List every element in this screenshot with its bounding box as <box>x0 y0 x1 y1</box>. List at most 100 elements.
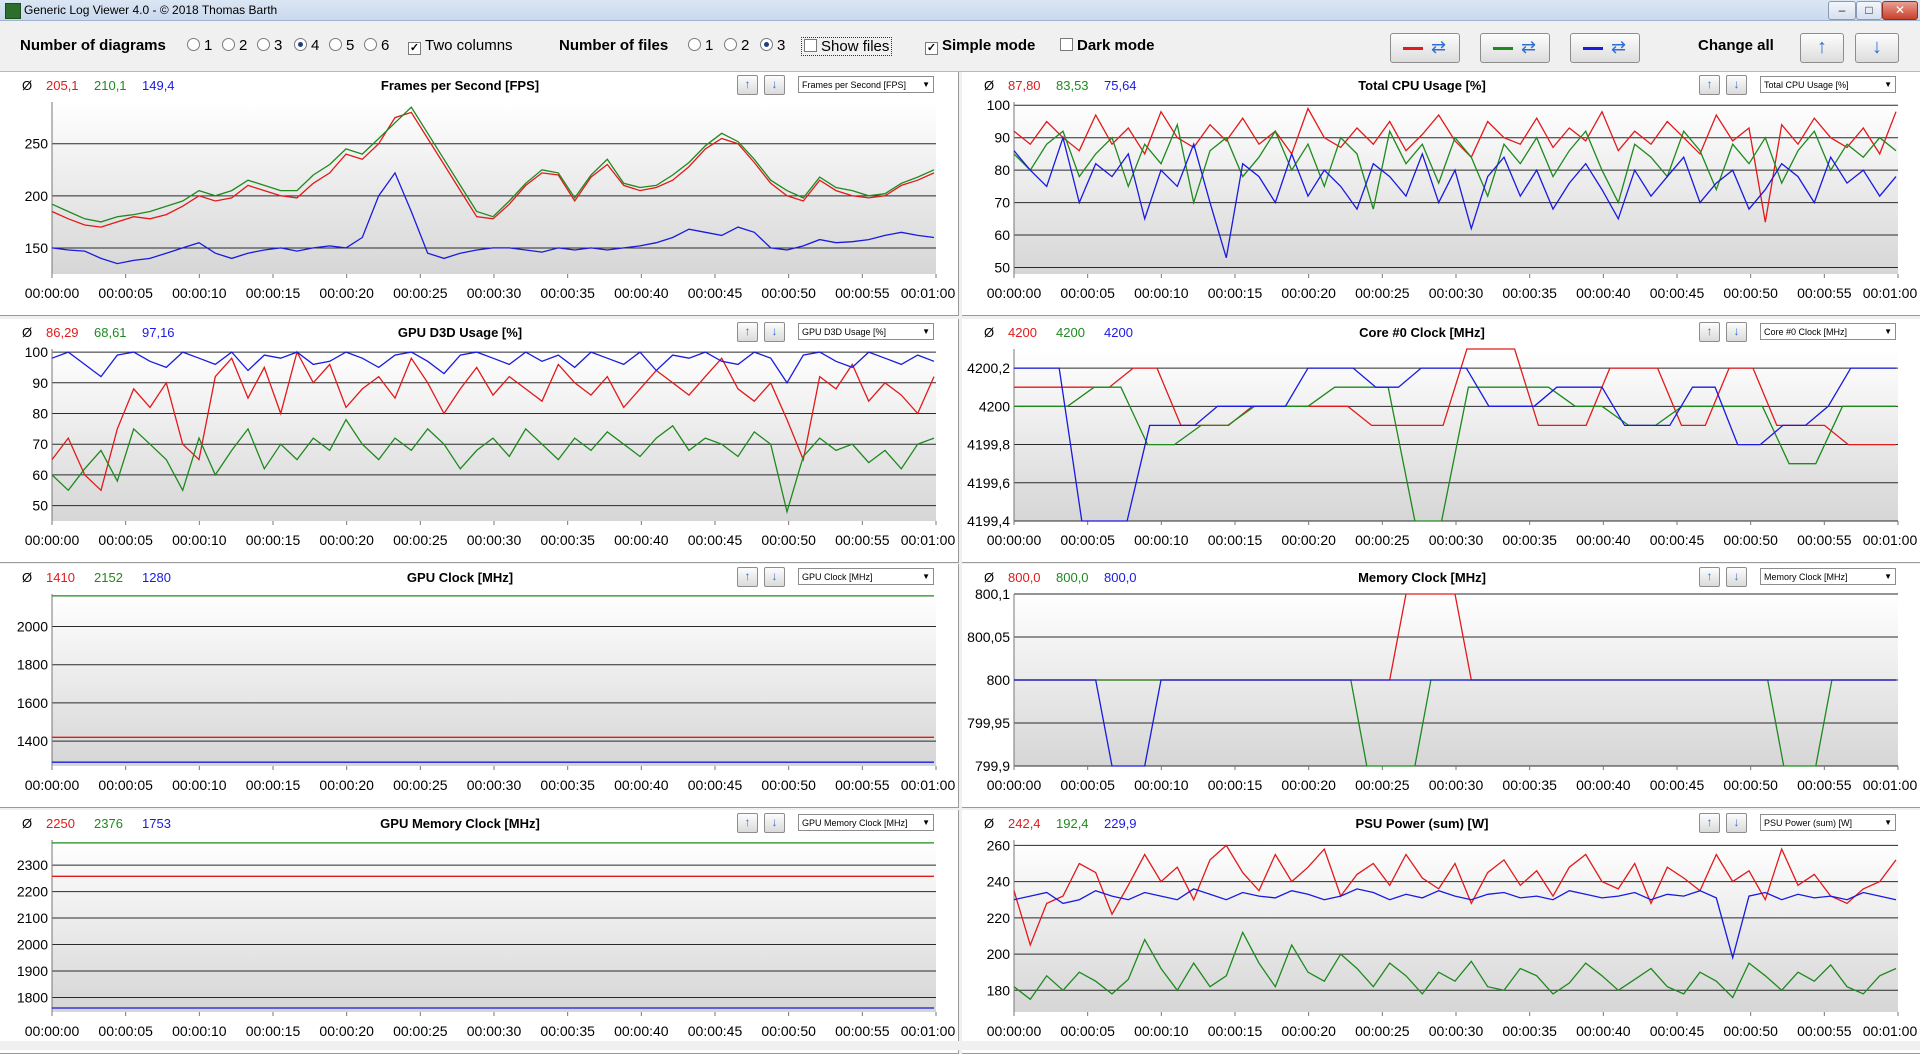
app-icon <box>5 3 21 19</box>
x-tick-label: 00:01:00 <box>901 285 956 301</box>
x-tick-label: 00:00:30 <box>467 285 522 301</box>
series-select[interactable]: Frames per Second [FPS] ▼ <box>798 76 934 93</box>
panel-header: Ø 800,0 800,0 800,0 Memory Clock [MHz] ↑ ↓ Memo… <box>962 564 1920 588</box>
arrow-down-icon[interactable]: ↓ <box>764 813 785 833</box>
cycle-red-button[interactable]: ⇄ <box>1390 33 1460 63</box>
file-radio-3[interactable]: 3 <box>760 37 785 54</box>
file-radio-2[interactable]: 2 <box>724 37 749 54</box>
x-tick-label: 00:00:45 <box>1650 1023 1705 1039</box>
chart-title: Core #0 Clock [MHz] <box>1359 325 1485 340</box>
arrow-down-icon[interactable]: ↓ <box>764 75 785 95</box>
average-blue: 1753 <box>142 816 171 831</box>
close-button[interactable]: ✕ <box>1882 1 1918 20</box>
series-select[interactable]: Memory Clock [MHz] ▼ <box>1760 568 1896 585</box>
series-green-line <box>51 106 935 223</box>
panel-header: Ø 242,4 192,4 229,9 PSU Power (sum) [W] ↑ ↓ PSU… <box>962 810 1920 834</box>
chart-panel: Ø 205,1 210,1 149,4 Frames per Second [FPS] ↑… <box>0 72 959 316</box>
file-radio-1[interactable]: 1 <box>688 37 713 54</box>
arrow-down-icon[interactable]: ↓ <box>764 322 785 342</box>
average-red: 1410 <box>46 570 75 585</box>
x-tick-label: 00:00:30 <box>1429 777 1484 793</box>
dark-mode-checkbox[interactable]: Dark mode <box>1060 37 1155 54</box>
diagram-radio-6[interactable]: 6 <box>364 37 389 54</box>
x-tick-label: 00:00:50 <box>1723 777 1778 793</box>
y-tick-label: 100 <box>25 344 49 360</box>
series-select[interactable]: PSU Power (sum) [W] ▼ <box>1760 814 1896 831</box>
chart-title: GPU D3D Usage [%] <box>397 325 523 340</box>
x-tick-label: 00:00:15 <box>246 285 301 301</box>
series-select[interactable]: Core #0 Clock [MHz] ▼ <box>1760 323 1896 340</box>
series-select[interactable]: GPU Clock [MHz] ▼ <box>798 568 934 585</box>
arrow-down-button[interactable]: ↓ <box>1855 33 1899 63</box>
x-tick-label: 00:00:10 <box>1134 285 1189 301</box>
arrow-up-icon[interactable]: ↑ <box>1699 567 1720 587</box>
arrow-up-icon[interactable]: ↑ <box>737 75 758 95</box>
series-blue-line <box>1014 367 1896 522</box>
series-red-line <box>1013 844 1897 947</box>
radio-circle <box>187 38 200 51</box>
arrow-up-icon[interactable]: ↑ <box>1699 813 1720 833</box>
x-tick-label: 00:00:30 <box>1429 285 1484 301</box>
cycle-blue-button[interactable]: ⇄ <box>1570 33 1640 63</box>
x-tick-label: 00:00:55 <box>1797 285 1852 301</box>
x-tick-label: 00:00:40 <box>614 777 669 793</box>
y-tick-label: 1800 <box>17 657 48 673</box>
minimize-button[interactable]: – <box>1828 1 1856 20</box>
x-tick-label: 00:00:45 <box>688 285 743 301</box>
line-chart: 180 200 220 240 260 00:00:00 00:00:05 00:00:10 0… <box>987 837 1918 1039</box>
y-tick-label: 60 <box>32 467 48 483</box>
diagram-radio-2[interactable]: 2 <box>222 37 247 54</box>
radio-circle <box>688 38 701 51</box>
diagram-radio-1[interactable]: 1 <box>187 37 212 54</box>
y-tick-label: 4200,2 <box>967 360 1010 376</box>
x-tick-label: 00:01:00 <box>1863 777 1918 793</box>
arrow-down-icon[interactable]: ↓ <box>1726 813 1747 833</box>
arrow-down-icon[interactable]: ↓ <box>764 567 785 587</box>
cycle-green-button[interactable]: ⇄ <box>1480 33 1550 63</box>
chart-title: GPU Clock [MHz] <box>406 570 514 585</box>
x-tick-label: 00:00:05 <box>98 1023 153 1039</box>
simple-mode-checkbox[interactable]: ✓ Simple mode <box>925 37 1035 55</box>
average-green: 68,61 <box>94 325 127 340</box>
diagram-radio-4[interactable]: 4 <box>294 37 319 54</box>
x-tick-label: 00:00:15 <box>1208 285 1263 301</box>
arrow-up-icon[interactable]: ↑ <box>737 322 758 342</box>
arrow-up-icon[interactable]: ↑ <box>737 567 758 587</box>
arrow-down-icon[interactable]: ↓ <box>1726 322 1747 342</box>
chart-title: PSU Power (sum) [W] <box>1355 816 1489 831</box>
series-select[interactable]: Total CPU Usage [%] ▼ <box>1760 76 1896 93</box>
y-tick-label: 4199,4 <box>967 513 1010 529</box>
x-tick-label: 00:00:35 <box>540 777 595 793</box>
chart-panel: Ø 2250 2376 1753 GPU Memory Clock [MHz] ↑ ↓ GPU… <box>0 810 959 1054</box>
show-files-checkbox[interactable]: Show files <box>801 37 893 56</box>
diagram-radio-3[interactable]: 3 <box>257 37 282 54</box>
y-tick-label: 1600 <box>17 695 48 711</box>
series-green-line <box>1013 122 1897 210</box>
arrow-down-icon[interactable]: ↓ <box>1726 567 1747 587</box>
arrow-up-button[interactable]: ↑ <box>1800 33 1844 63</box>
select-value: Total CPU Usage [%] <box>1764 80 1849 90</box>
panel-header: Ø 2250 2376 1753 GPU Memory Clock [MHz] ↑ ↓ GPU… <box>0 810 958 834</box>
x-tick-label: 00:00:50 <box>1723 285 1778 301</box>
y-tick-label: 150 <box>25 240 49 256</box>
arrow-up-icon[interactable]: ↑ <box>737 813 758 833</box>
diagram-radio-5[interactable]: 5 <box>329 37 354 54</box>
x-tick-label: 00:00:25 <box>1355 285 1410 301</box>
average-symbol: Ø <box>984 570 995 585</box>
x-tick-label: 00:00:15 <box>1208 532 1263 548</box>
arrow-up-icon[interactable]: ↑ <box>1699 322 1720 342</box>
y-tick-label: 260 <box>987 837 1011 853</box>
x-tick-label: 00:00:10 <box>172 1023 227 1039</box>
arrow-down-icon[interactable]: ↓ <box>1726 75 1747 95</box>
series-select[interactable]: GPU D3D Usage [%] ▼ <box>798 323 934 340</box>
x-tick-label: 00:00:40 <box>1576 1023 1631 1039</box>
maximize-button[interactable]: □ <box>1856 1 1882 20</box>
checkbox-label: Show files <box>821 38 890 55</box>
chevron-down-icon: ▼ <box>922 572 930 581</box>
average-red: 800,0 <box>1008 570 1041 585</box>
two-columns-checkbox[interactable]: ✓ Two columns <box>408 37 513 55</box>
series-select[interactable]: GPU Memory Clock [MHz] ▼ <box>798 814 934 831</box>
arrow-up-icon[interactable]: ↑ <box>1699 75 1720 95</box>
select-value: Memory Clock [MHz] <box>1764 572 1848 582</box>
chart-panel: Ø 242,4 192,4 229,9 PSU Power (sum) [W] ↑ ↓ PSU… <box>962 810 1920 1054</box>
